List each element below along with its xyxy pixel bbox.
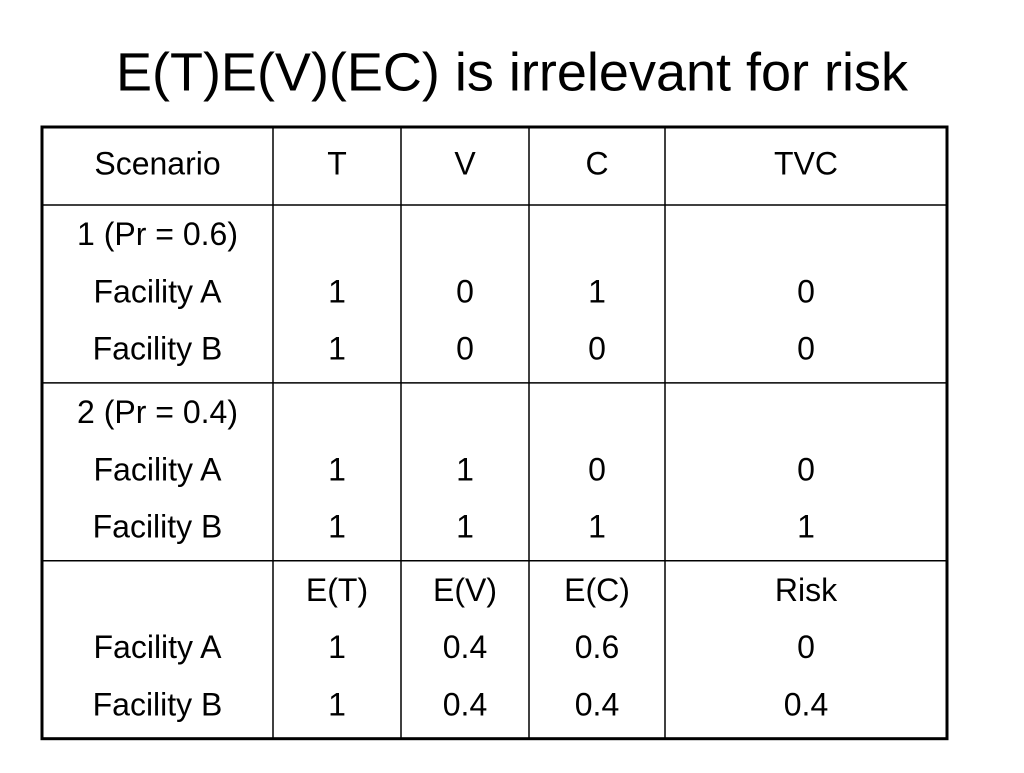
row-label: Facility A — [93, 451, 222, 487]
table-cell: Risk — [775, 572, 838, 608]
table-cell: 1 — [328, 273, 346, 309]
table-cell: 0 — [797, 273, 815, 309]
row-label: Facility A — [93, 629, 222, 665]
slide-title: E(T)E(V)(EC) is irrelevant for risk — [116, 42, 909, 102]
row-label: 2 (Pr = 0.4) — [77, 394, 238, 430]
table-cell: 1 — [328, 629, 346, 665]
table-cell: 1 — [328, 451, 346, 487]
header-cell: T — [327, 145, 347, 181]
table-cell: 0 — [456, 331, 474, 367]
table-cell: 1 — [456, 451, 474, 487]
header-cell: V — [454, 145, 476, 181]
header-cell: Scenario — [94, 145, 220, 181]
header-cell: C — [585, 145, 608, 181]
table-cell: 1 — [328, 509, 346, 545]
table-cell: 1 — [328, 687, 346, 723]
table-cell: 0.4 — [575, 687, 619, 723]
table-cell: 0 — [588, 451, 606, 487]
row-label: Facility B — [93, 509, 223, 545]
table-cell: 0.4 — [784, 687, 828, 723]
table-cell: 0 — [797, 451, 815, 487]
table-border — [40, 125, 949, 741]
row-label: Facility B — [93, 687, 223, 723]
table-cell: E(C) — [564, 572, 630, 608]
table-cell: 0 — [797, 629, 815, 665]
table-cell: E(T) — [306, 572, 368, 608]
table-cell: 0 — [588, 331, 606, 367]
row-label: Facility B — [93, 331, 223, 367]
table-cell: 0 — [456, 273, 474, 309]
row-label: 1 (Pr = 0.6) — [77, 216, 238, 252]
table-cell: 0.4 — [443, 629, 487, 665]
header-cell: TVC — [774, 145, 838, 181]
table-cell: E(V) — [433, 572, 497, 608]
table-cell: 1 — [588, 273, 606, 309]
table-cell: 0.4 — [443, 687, 487, 723]
row-label: Facility A — [93, 273, 222, 309]
table-cell: 1 — [456, 509, 474, 545]
table-cell: 0 — [797, 331, 815, 367]
table-cell: 1 — [797, 509, 815, 545]
table-cell: 0.6 — [575, 629, 619, 665]
table-cell: 1 — [588, 509, 606, 545]
table-cell: 1 — [328, 331, 346, 367]
